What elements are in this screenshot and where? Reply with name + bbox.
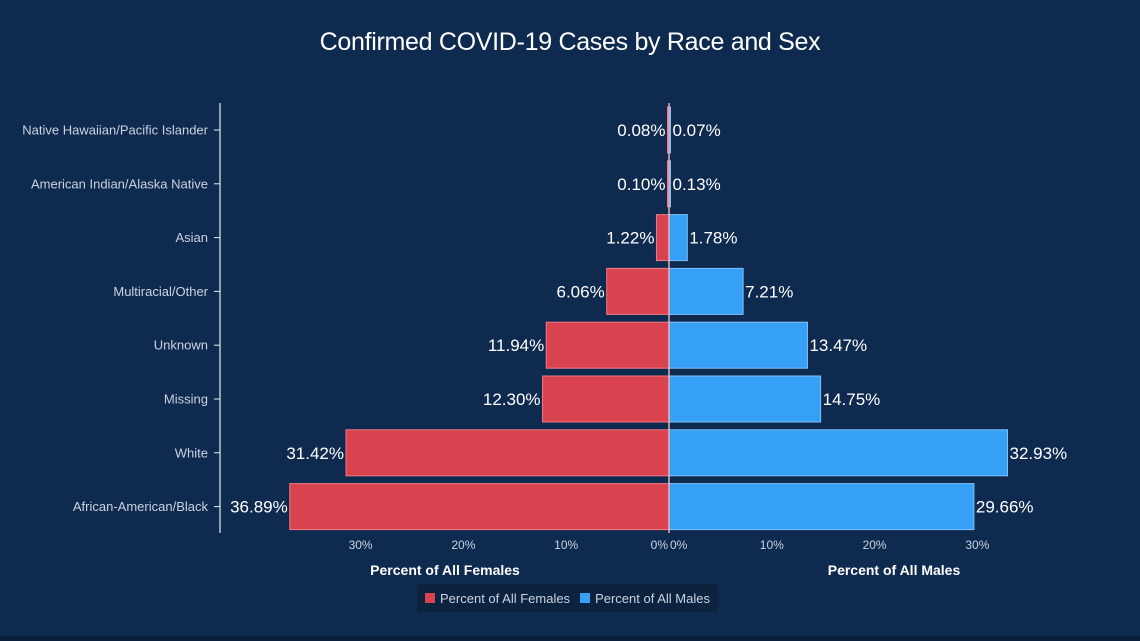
- legend: Percent of All Females Percent of All Ma…: [417, 584, 718, 612]
- tick-label-female: 20%: [451, 538, 475, 552]
- tick-label-male: 20%: [863, 538, 887, 552]
- category-label: African-American/Black: [73, 499, 209, 514]
- tick-label-female: 0%: [651, 538, 669, 552]
- category-label: Asian: [175, 230, 208, 245]
- legend-swatch-females: [425, 593, 435, 603]
- bars: [289, 103, 1009, 533]
- bar-male[interactable]: [668, 214, 688, 262]
- axis-titles: Percent of All Females Percent of All Mal…: [370, 562, 960, 578]
- category-label: American Indian/Alaska Native: [31, 176, 208, 191]
- bar-female[interactable]: [545, 321, 670, 369]
- category-label: Multiracial/Other: [113, 284, 208, 299]
- value-label-female: 1.22%: [606, 229, 654, 248]
- value-label-female: 6.06%: [557, 282, 605, 301]
- legend-item-females[interactable]: Percent of All Females: [425, 591, 570, 606]
- bar-male[interactable]: [668, 375, 822, 423]
- bar-female[interactable]: [606, 267, 670, 315]
- bar-male[interactable]: [668, 267, 744, 315]
- value-label-female: 11.94%: [488, 336, 544, 355]
- bar-female[interactable]: [289, 483, 670, 531]
- bar-male[interactable]: [668, 429, 1009, 477]
- value-label-male: 29.66%: [976, 498, 1034, 517]
- value-label-female: 12.30%: [483, 390, 541, 409]
- value-label-female: 36.89%: [230, 498, 288, 517]
- value-label-male: 0.13%: [673, 175, 721, 194]
- tick-label-male: 0%: [670, 538, 688, 552]
- value-label-female: 0.08%: [617, 121, 665, 140]
- bar-male[interactable]: [668, 321, 808, 369]
- value-label-male: 13.47%: [809, 336, 867, 355]
- category-label: Missing: [164, 392, 208, 407]
- value-label-male: 1.78%: [689, 229, 737, 248]
- legend-label-males: Percent of All Males: [595, 590, 710, 606]
- value-axis-ticks: 30% 20% 10% 0% 0% 10% 20% 30%: [349, 538, 990, 552]
- bottom-edge: [0, 636, 1140, 641]
- bar-female[interactable]: [345, 429, 670, 477]
- axis-title-males: Percent of All Males: [828, 562, 961, 578]
- value-label-male: 14.75%: [823, 390, 881, 409]
- category-axis: Native Hawaiian/Pacific Islander American…: [22, 103, 221, 533]
- category-label: White: [175, 445, 208, 460]
- category-label: Native Hawaiian/Pacific Islander: [22, 123, 208, 138]
- legend-label-females: Percent of All Females: [440, 590, 571, 606]
- value-label-male: 0.07%: [673, 121, 721, 140]
- value-label-male: 7.21%: [745, 282, 793, 301]
- bar-male[interactable]: [668, 483, 975, 531]
- axis-title-females: Percent of All Females: [370, 562, 520, 578]
- tick-label-male: 10%: [760, 538, 784, 552]
- category-label: Unknown: [154, 338, 208, 353]
- value-label-female: 0.10%: [617, 175, 665, 194]
- bar-female[interactable]: [542, 375, 670, 423]
- value-label-female: 31.42%: [286, 444, 344, 463]
- tick-label-female: 30%: [349, 538, 373, 552]
- value-labels: 0.08% 0.07% 0.10% 0.13% 1.22% 1.78% 6.06% 7.21%…: [230, 121, 1067, 517]
- legend-swatch-males: [580, 593, 591, 603]
- chart-title: Confirmed COVID-19 Cases by Race and Sex: [319, 28, 821, 56]
- bar-female[interactable]: [655, 214, 670, 262]
- value-label-male: 32.93%: [1010, 444, 1068, 463]
- legend-item-males[interactable]: Percent of All Males: [580, 591, 710, 606]
- tick-label-female: 10%: [554, 538, 578, 552]
- tick-label-male: 30%: [965, 538, 989, 552]
